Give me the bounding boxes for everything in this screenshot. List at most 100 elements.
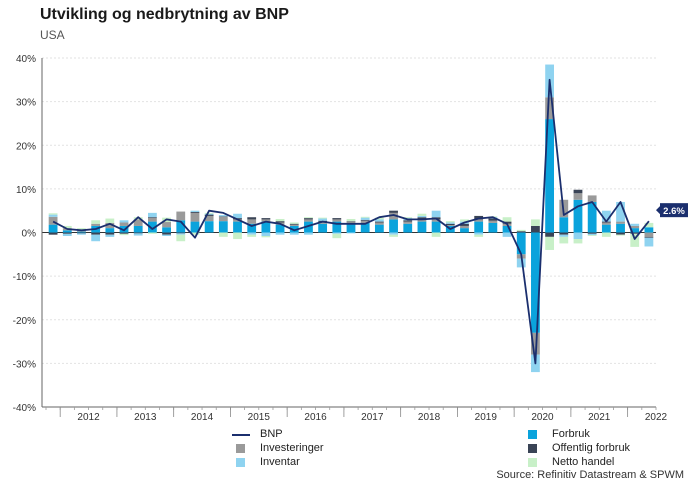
bar-segment-inventar	[445, 222, 455, 224]
bar-segment-offentlig-forbruk	[289, 223, 299, 225]
bar-segment-offentlig-forbruk	[545, 232, 555, 237]
bar-segment-inventar	[105, 234, 115, 237]
bar-segment-inventar	[516, 258, 526, 268]
x-tick-label: 2022	[645, 412, 668, 423]
bar-segment-netto-handel	[176, 234, 186, 242]
bar-segment-netto-handel	[147, 232, 157, 234]
bar-segment-offentlig-forbruk	[417, 217, 427, 220]
chart-subtitle: USA	[40, 28, 65, 42]
bar-segment-offentlig-forbruk	[261, 218, 271, 220]
bar-segment-investeringer	[545, 97, 555, 120]
x-tick-label: 2013	[134, 412, 157, 423]
bar-segment-inventar	[474, 232, 484, 235]
bar-segment-netto-handel	[403, 217, 413, 219]
bar-segment-netto-handel	[573, 239, 583, 244]
bar-segment-forbruk	[474, 221, 484, 233]
bar-segment-investeringer	[204, 215, 214, 222]
bar-segment-forbruk	[531, 232, 540, 333]
bar-segment-investeringer	[48, 216, 58, 225]
bar-segment-inventar	[77, 233, 86, 235]
legend-label-offentlig: Offentlig forbruk	[552, 442, 631, 454]
bar-segment-forbruk	[403, 223, 413, 233]
legend-swatch-bnp	[232, 434, 250, 436]
bar-segment-inventar	[289, 232, 299, 235]
bar-segment-offentlig-forbruk	[531, 225, 540, 233]
bar-segment-netto-handel	[431, 232, 441, 237]
bar-segment-netto-handel	[644, 222, 654, 228]
bar-segment-investeringer	[460, 225, 469, 229]
bar-segment-investeringer	[573, 193, 583, 200]
bar-segment-offentlig-forbruk	[119, 232, 129, 234]
bar-segment-netto-handel	[48, 213, 58, 215]
y-tick-label: 40%	[16, 54, 36, 65]
bar-segment-offentlig-forbruk	[445, 223, 455, 226]
bar-segment-offentlig-forbruk	[91, 232, 101, 235]
bar-segment-forbruk	[247, 223, 257, 233]
bar-segment-investeringer	[261, 219, 271, 222]
last-value-badge	[660, 203, 688, 218]
bar-segment-investeringer	[147, 218, 157, 222]
bar-segment-investeringer	[247, 219, 257, 224]
legend-label-inventar: Inventar	[260, 456, 300, 468]
bar-segment-inventar	[332, 232, 342, 234]
bar-segment-inventar	[133, 233, 143, 236]
bar-segment-inventar	[233, 213, 242, 219]
bar-segment-inventar	[204, 213, 214, 215]
bar-segment-netto-handel	[360, 216, 370, 218]
bar-segment-inventar	[318, 218, 328, 221]
bar-segment-forbruk	[630, 228, 640, 233]
y-tick-label: 0%	[22, 229, 37, 240]
bar-segment-inventar	[616, 201, 625, 222]
bar-segment-forbruk	[204, 221, 214, 233]
bar-segment-offentlig-forbruk	[587, 232, 597, 234]
bar-segment-offentlig-forbruk	[48, 232, 58, 235]
bar-segment-inventar	[275, 232, 285, 235]
bar-segment-forbruk	[289, 225, 299, 233]
bar-segment-inventar	[176, 233, 186, 235]
bar-segment-investeringer	[91, 223, 101, 226]
bar-segment-investeringer	[445, 225, 455, 226]
bar-segment-investeringer	[587, 195, 597, 202]
bar-segment-investeringer	[289, 224, 299, 226]
bar-segment-forbruk	[417, 221, 427, 233]
bar-segment-forbruk	[218, 221, 228, 233]
bar-segment-offentlig-forbruk	[332, 218, 342, 220]
bar-segment-offentlig-forbruk	[176, 232, 186, 234]
bar-segment-inventar	[389, 232, 398, 235]
stacked-bars	[48, 64, 654, 373]
bar-segment-offentlig-forbruk	[389, 210, 398, 213]
bar-segment-offentlig-forbruk	[105, 232, 115, 235]
bar-segment-forbruk	[502, 225, 512, 233]
bar-segment-inventar	[304, 232, 313, 235]
bar-segment-offentlig-forbruk	[403, 220, 413, 222]
bar-segment-offentlig-forbruk	[346, 221, 356, 222]
bar-segment-inventar	[502, 232, 512, 237]
bar-segment-offentlig-forbruk	[62, 232, 72, 234]
bar-segment-inventar	[261, 232, 271, 236]
x-tick-label: 2016	[304, 412, 327, 423]
bar-segment-netto-handel	[289, 222, 299, 224]
bar-segment-netto-handel	[601, 232, 611, 237]
bar-segment-offentlig-forbruk	[147, 217, 157, 219]
bar-segment-netto-handel	[445, 221, 455, 223]
x-tick-label: 2020	[531, 412, 554, 423]
bar-segment-offentlig-forbruk	[190, 211, 200, 213]
bar-segment-inventar	[190, 210, 200, 212]
source-note: Source: Refinitiv Datastream & SPWM	[496, 469, 684, 481]
bar-segment-forbruk	[587, 201, 597, 233]
bar-segment-offentlig-forbruk	[460, 223, 469, 226]
bar-segment-investeringer	[431, 219, 441, 222]
legend-swatch-inventar	[236, 458, 245, 467]
bar-segment-netto-handel	[261, 235, 271, 238]
bar-segment-netto-handel	[502, 217, 512, 222]
bar-segment-netto-handel	[119, 233, 129, 236]
y-tick-label: -10%	[13, 272, 36, 283]
axes: 40% 30% 20% 10% 0% -10% -20% -30% -40% 2012 2013 20…	[13, 54, 688, 423]
bar-segment-offentlig-forbruk	[360, 219, 370, 221]
bar-segment-investeringer	[403, 221, 413, 224]
bar-segment-investeringer	[318, 221, 328, 224]
bar-segment-forbruk	[488, 222, 498, 233]
bnp-line-layer	[52, 78, 650, 365]
bar-segment-inventar	[630, 223, 640, 226]
